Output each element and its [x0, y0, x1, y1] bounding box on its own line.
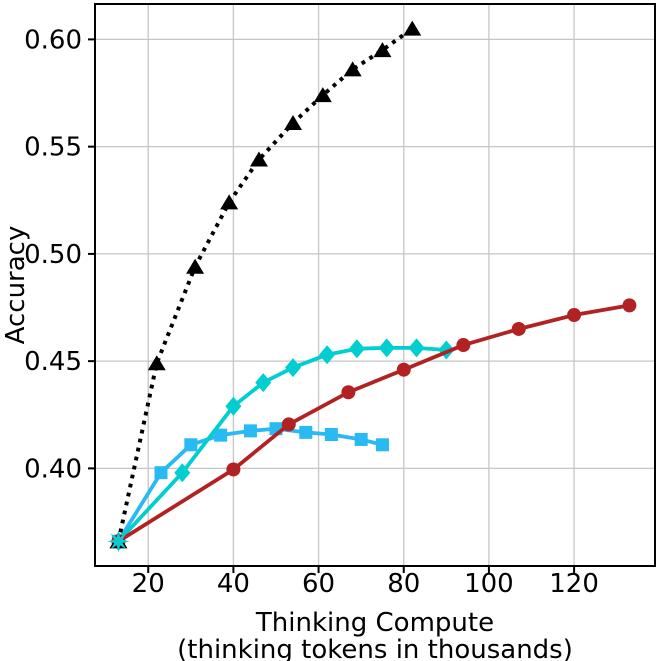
- circle-marker: [622, 298, 637, 313]
- circle-marker: [456, 338, 471, 353]
- series-line-sky-blue-squares: [116, 426, 383, 543]
- series-line-black-dotted-triangles: [116, 27, 414, 542]
- square-marker: [354, 432, 368, 446]
- square-marker: [299, 425, 313, 439]
- diamond-marker: [378, 338, 395, 358]
- diamond-marker: [285, 358, 302, 378]
- square-marker: [375, 438, 389, 452]
- diamond-marker: [319, 345, 336, 365]
- x-tick-label: 20: [132, 569, 165, 599]
- circle-marker: [567, 308, 582, 323]
- diamond-marker: [408, 338, 425, 358]
- triangle-marker: [313, 87, 332, 103]
- triangle-marker: [186, 258, 205, 274]
- series-line-dark-red-circles: [117, 303, 630, 543]
- axis-labels: Thinking Compute (thinking tokens in tho…: [1, 226, 573, 661]
- circle-marker: [281, 417, 296, 432]
- square-marker: [184, 438, 198, 452]
- diamond-marker: [174, 463, 191, 483]
- square-marker: [324, 428, 338, 442]
- series-sky-blue-squares: [111, 422, 389, 548]
- square-marker: [154, 466, 168, 480]
- x-tick-label: 100: [464, 569, 514, 599]
- data-series: [107, 20, 637, 553]
- axes-spines: [94, 3, 656, 567]
- series-dark-red-circles: [111, 298, 637, 549]
- square-marker: [214, 428, 228, 442]
- y-tick-label: 0.55: [24, 133, 82, 163]
- y-axis-label: Accuracy: [1, 226, 31, 345]
- x-axis-label-line2: (thinking tokens in thousands): [177, 635, 573, 661]
- circle-marker: [226, 462, 241, 477]
- triangle-marker: [403, 20, 422, 36]
- circle-marker: [396, 362, 411, 377]
- circle-marker: [511, 321, 526, 336]
- x-axis-label-line1: Thinking Compute: [255, 608, 494, 638]
- x-tick-label: 40: [217, 569, 250, 599]
- series-line-turquoise-diamonds: [117, 345, 447, 543]
- y-tick-label: 0.40: [24, 454, 82, 484]
- triangle-marker: [147, 355, 166, 371]
- triangle-marker: [249, 151, 268, 167]
- diamond-marker: [225, 396, 242, 416]
- x-tick-label: 60: [302, 569, 335, 599]
- y-tick-label: 0.50: [24, 240, 82, 270]
- gridlines: [95, 4, 655, 566]
- y-tick-label: 0.60: [24, 25, 82, 55]
- diamond-marker: [255, 373, 272, 393]
- x-tick-label: 80: [387, 569, 420, 599]
- square-marker: [243, 424, 257, 438]
- diamond-marker: [348, 339, 365, 359]
- x-tick-label: 120: [549, 569, 599, 599]
- plot-frame: [88, 3, 656, 573]
- triangle-marker: [220, 194, 239, 210]
- triangle-marker: [284, 115, 303, 131]
- y-tick-label: 0.45: [24, 347, 82, 377]
- triangle-marker: [373, 42, 392, 58]
- start-star-marker: [107, 530, 130, 553]
- circle-marker: [341, 385, 356, 400]
- tick-labels: 20 40 60 80 100 120 0.40 0.45 0.50 0.55 0.60: [24, 25, 599, 599]
- triangle-marker: [343, 61, 362, 77]
